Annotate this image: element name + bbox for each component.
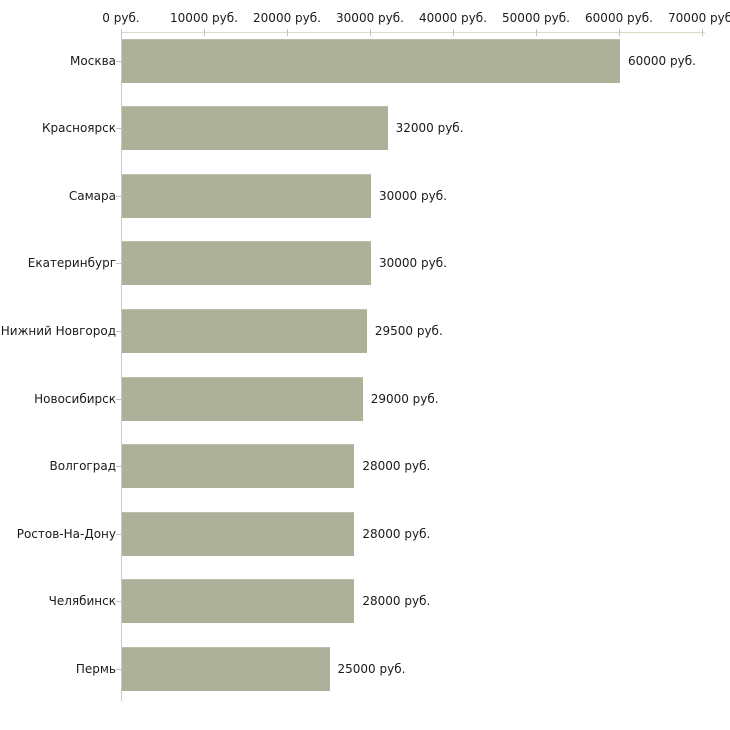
bar: [122, 579, 355, 624]
x-tick-mark: [370, 29, 371, 36]
value-label: 25000 руб.: [337, 661, 406, 676]
y-axis-line: [121, 32, 122, 701]
value-label: 28000 руб.: [362, 526, 431, 541]
x-tick-label: 0 руб.: [102, 11, 140, 25]
value-label: 60000 руб.: [628, 53, 696, 68]
x-tick-mark: [453, 29, 454, 36]
value-label: 30000 руб.: [379, 188, 447, 203]
value-label: 29000 руб.: [370, 391, 439, 406]
bar: [122, 646, 330, 691]
bar: [122, 38, 620, 83]
bar: [122, 444, 355, 489]
x-tick-label: 60000 руб.: [585, 11, 653, 25]
category-tick-mark: [116, 398, 121, 400]
category-label: Новосибирск: [34, 391, 116, 406]
x-axis-line: [121, 32, 705, 33]
category-label: Самара: [68, 188, 116, 203]
x-tick-mark: [287, 29, 288, 36]
category-label: Волгоград: [49, 459, 116, 474]
value-label: 30000 руб.: [379, 256, 447, 271]
value-label: 29500 руб.: [374, 323, 443, 338]
category-label: Москва: [70, 53, 116, 68]
category-tick-mark: [116, 668, 121, 670]
x-tick-label: 70000 руб.: [668, 11, 730, 25]
value-label: 32000 руб.: [395, 121, 464, 136]
category-label: Екатеринбург: [27, 256, 116, 271]
bar: [122, 511, 355, 556]
bar: [122, 106, 388, 151]
bar: [122, 173, 371, 218]
category-label: Челябинск: [48, 594, 116, 609]
category-tick-mark: [116, 60, 121, 62]
value-label: 28000 руб.: [362, 459, 431, 474]
category-label: Красноярск: [42, 121, 116, 136]
bar: [122, 308, 367, 353]
x-tick-mark: [536, 29, 537, 36]
value-label: 28000 руб.: [362, 594, 431, 609]
x-tick-label: 10000 руб.: [170, 11, 238, 25]
category-tick-mark: [116, 195, 121, 197]
category-label: Ростов-На-Дону: [16, 526, 116, 541]
category-tick-mark: [116, 533, 121, 535]
category-tick-mark: [116, 128, 121, 130]
x-tick-label: 20000 руб.: [253, 11, 321, 25]
category-tick-mark: [116, 263, 121, 265]
bar: [122, 241, 371, 286]
x-tick-label: 40000 руб.: [419, 11, 487, 25]
x-tick-mark: [702, 29, 703, 36]
bar: [122, 376, 363, 421]
category-label: Пермь: [75, 661, 116, 676]
x-tick-mark: [204, 29, 205, 36]
x-tick-label: 50000 руб.: [502, 11, 570, 25]
x-tick-mark: [619, 29, 620, 36]
x-tick-mark: [121, 29, 122, 36]
category-tick-mark: [116, 601, 121, 603]
category-tick-mark: [116, 330, 121, 332]
category-tick-mark: [116, 466, 121, 468]
category-label: Нижний Новгород: [0, 323, 116, 338]
x-tick-label: 30000 руб.: [336, 11, 404, 25]
